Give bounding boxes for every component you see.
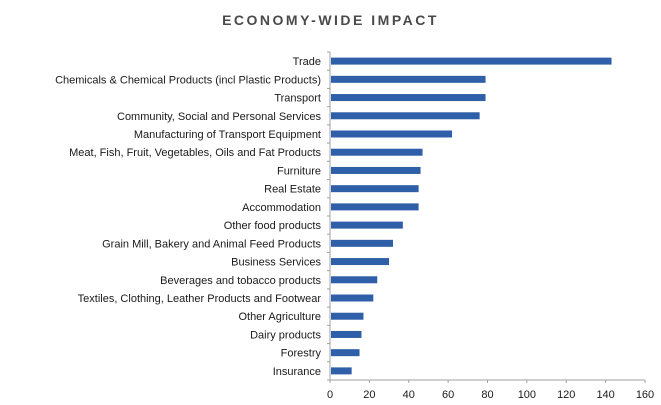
x-tick-label: 20 [363, 389, 375, 401]
x-tick-label: 60 [442, 389, 454, 401]
category-label: Textiles, Clothing, Leather Products and… [78, 293, 322, 305]
bar [331, 112, 480, 120]
bar [331, 258, 390, 266]
chart-title: ECONOMY-WIDE IMPACT [222, 12, 439, 28]
bar [331, 94, 486, 102]
category-label: Manufacturing of Transport Equipment [134, 129, 321, 141]
category-label: Chemicals & Chemical Products (incl Plas… [55, 74, 321, 86]
x-tick-label: 120 [557, 389, 575, 401]
category-label: Insurance [273, 366, 321, 378]
category-label: Other food products [224, 220, 322, 232]
bar [331, 221, 403, 229]
x-tick-label: 80 [481, 389, 493, 401]
category-label: Accommodation [242, 202, 321, 214]
bar [331, 367, 352, 375]
bar [331, 185, 419, 193]
category-label: Grain Mill, Bakery and Animal Feed Produ… [102, 238, 321, 250]
bar [331, 239, 393, 247]
category-label: Trade [293, 56, 321, 68]
bar [331, 312, 364, 320]
bar [331, 294, 374, 302]
category-label: Forestry [281, 348, 322, 360]
bar [331, 148, 423, 156]
x-tick-label: 0 [327, 389, 333, 401]
category-label: Furniture [277, 165, 321, 177]
x-tick-label: 40 [403, 389, 415, 401]
category-label: Beverages and tobacco products [160, 275, 321, 287]
bar [331, 203, 419, 211]
category-label: Business Services [231, 257, 321, 269]
bar [331, 57, 612, 65]
category-label: Dairy products [250, 329, 321, 341]
category-label: Meat, Fish, Fruit, Vegetables, Oils and … [69, 147, 321, 159]
category-label: Real Estate [264, 184, 321, 196]
x-tick-label: 100 [518, 389, 536, 401]
x-tick-label: 140 [596, 389, 614, 401]
bar [331, 330, 362, 338]
bar [331, 166, 421, 174]
category-label: Other Agriculture [238, 311, 321, 323]
bar [331, 130, 453, 138]
bar [331, 75, 486, 83]
category-label: Community, Social and Personal Services [117, 111, 321, 123]
bar [331, 276, 378, 284]
x-tick-label: 160 [636, 389, 654, 401]
bar [331, 349, 360, 357]
category-label: Transport [274, 93, 321, 105]
